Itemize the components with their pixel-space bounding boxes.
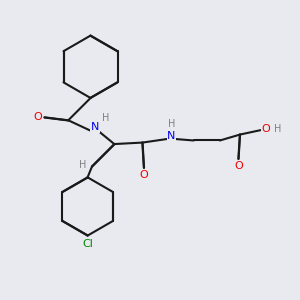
Text: O: O [139, 170, 148, 180]
Text: O: O [34, 112, 42, 122]
Text: H: H [168, 119, 175, 129]
Text: N: N [167, 131, 176, 141]
Text: Cl: Cl [82, 239, 93, 249]
Text: O: O [234, 161, 243, 171]
Text: H: H [102, 113, 110, 123]
Text: H: H [80, 160, 87, 170]
Text: O: O [262, 124, 271, 134]
Text: N: N [91, 122, 99, 132]
Text: H: H [274, 124, 281, 134]
